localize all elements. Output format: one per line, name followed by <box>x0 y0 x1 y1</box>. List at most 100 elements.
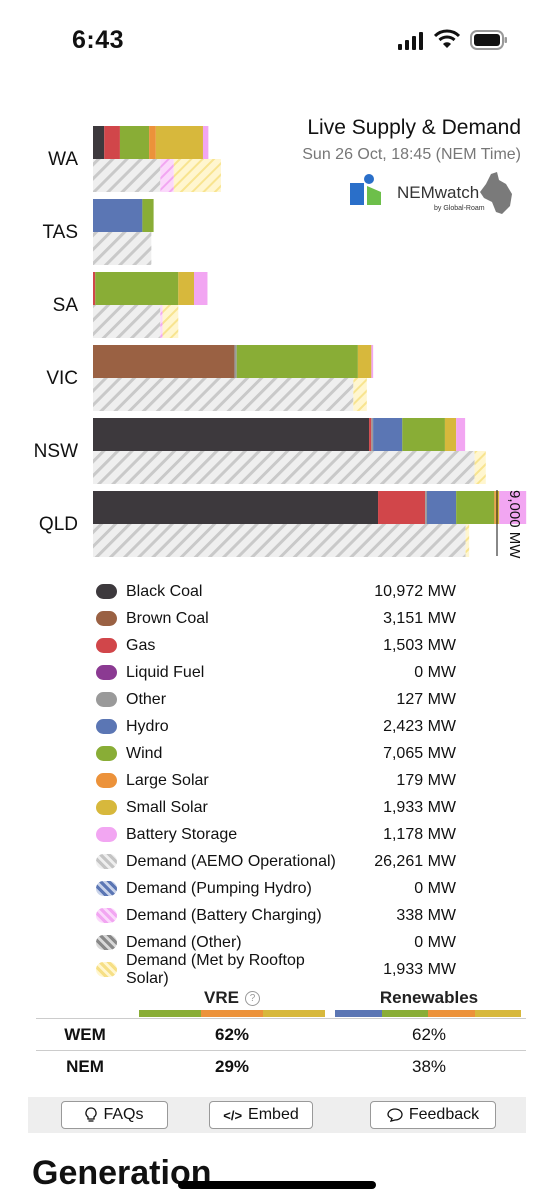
legend-swatch <box>96 584 117 599</box>
bar-wa-black-coal <box>93 126 105 159</box>
nemwatch-logo[interactable]: NEMwatch by Global-Roam <box>350 170 520 220</box>
legend-item-black-coal: Black Coal 10,972 MW <box>96 578 476 605</box>
legend-swatch <box>96 827 117 842</box>
svg-text:by Global-Roam: by Global-Roam <box>434 205 485 212</box>
feedback-button[interactable]: Feedback <box>370 1101 496 1129</box>
legend-item-demand-aemo-operational: Demand (AEMO Operational) 26,261 MW <box>96 848 476 875</box>
help-icon[interactable]: ? <box>244 991 260 1006</box>
summary-row-nem: NEM 29% 38% <box>36 1050 526 1082</box>
legend-item-demand-battery-charging: Demand (Battery Charging) 338 MW <box>96 902 476 929</box>
bar-wa-gas <box>104 126 120 159</box>
bar-tas-demand-aemo-operational <box>93 232 152 265</box>
legend-label: Wind <box>126 744 163 762</box>
legend-item-liquid-fuel: Liquid Fuel 0 MW <box>96 659 476 686</box>
legend-swatch <box>96 854 117 869</box>
legend-swatch <box>96 908 117 923</box>
region-label-qld: QLD <box>39 514 78 535</box>
legend-value: 1,933 MW <box>383 798 456 816</box>
cellular-signal-icon <box>398 32 423 50</box>
bar-nsw-demand-aemo-operational <box>93 451 475 484</box>
legend-value: 1,503 MW <box>383 636 456 654</box>
legend-value: 26,261 MW <box>374 852 456 870</box>
legend-value: 7,065 MW <box>383 744 456 762</box>
summary-row-wem: WEM 62% 62% <box>36 1018 526 1050</box>
bar-qld-gas <box>378 491 426 524</box>
bar-qld-demand-aemo-operational <box>93 524 466 557</box>
bar-wa-battery-storage <box>202 126 209 159</box>
bar-wa-demand-aemo-operational <box>93 159 161 192</box>
legend-label: Other <box>126 690 167 708</box>
faqs-button[interactable]: FAQs <box>61 1101 168 1129</box>
legend-label: Gas <box>126 636 156 654</box>
bar-wa-small-solar <box>155 126 203 159</box>
chat-bubble-icon <box>387 1108 403 1122</box>
status-time: 6:43 <box>72 26 125 54</box>
legend-item-demand-met-by-rooftop-solar: Demand (Met by Rooftop Solar) 1,933 MW <box>96 952 476 987</box>
legend-label: Battery Storage <box>126 825 238 843</box>
legend-value: 0 MW <box>414 933 456 951</box>
vre-color-bar <box>139 1010 325 1017</box>
bar-vic-wind <box>236 345 358 378</box>
legend-label: Demand (Other) <box>126 933 242 951</box>
bar-nsw-battery-storage <box>456 418 466 451</box>
legend-label: Demand (AEMO Operational) <box>126 852 336 870</box>
bar-sa-demand-battery-charging <box>160 305 163 338</box>
bar-qld-hydro <box>426 491 457 524</box>
bar-tas-hydro <box>93 199 143 232</box>
legend-label: Black Coal <box>126 582 203 600</box>
bar-qld-other <box>425 491 427 524</box>
chart-subtitle: Sun 26 Oct, 18:45 (NEM Time) <box>302 146 521 163</box>
battery-icon <box>470 30 507 50</box>
bar-nsw-black-coal <box>93 418 370 451</box>
supply-demand-chart: WA TAS SA VIC NSW QLD 9,000 MW <box>34 126 527 559</box>
bar-sa-demand-aemo-operational <box>93 305 161 338</box>
legend-swatch <box>96 611 117 626</box>
legend-swatch <box>96 962 117 977</box>
bar-wa-large-solar <box>149 126 156 159</box>
bar-vic-demand-aemo-operational <box>93 378 354 411</box>
legend-label: Demand (Met by Rooftop Solar) <box>126 951 305 987</box>
bar-qld-black-coal <box>93 491 379 524</box>
legend-swatch <box>96 935 117 950</box>
legend-value: 3,151 MW <box>383 609 456 627</box>
bar-vic-small-solar <box>357 345 372 378</box>
bar-sa-demand-met-by-rooftop-solar <box>162 305 179 338</box>
legend-item-other: Other 127 MW <box>96 686 476 713</box>
bar-wa-wind <box>119 126 150 159</box>
legend-item-demand-pumping-hydro: Demand (Pumping Hydro) 0 MW <box>96 875 476 902</box>
legend-item-battery-storage: Battery Storage 1,178 MW <box>96 821 476 848</box>
legend-item-hydro: Hydro 2,423 MW <box>96 713 476 740</box>
renewables-header: Renewables <box>379 988 479 1007</box>
legend-item-large-solar: Large Solar 179 MW <box>96 767 476 794</box>
region-label-vic: VIC <box>46 368 78 389</box>
bar-vic-brown-coal <box>93 345 235 378</box>
bar-nsw-wind <box>402 418 445 451</box>
bar-nsw-gas <box>369 418 372 451</box>
legend-value: 1,933 MW <box>383 960 456 978</box>
wifi-icon <box>434 29 460 48</box>
bar-wa-demand-battery-charging <box>160 159 174 192</box>
legend-swatch <box>96 719 117 734</box>
axis-max-label: 9,000 MW <box>506 490 523 559</box>
bar-wa-demand-met-by-rooftop-solar <box>173 159 221 192</box>
bar-sa-battery-storage <box>194 272 208 305</box>
vre-header: VRE <box>204 988 239 1007</box>
legend-swatch <box>96 881 117 896</box>
region-label-wa: WA <box>48 149 78 170</box>
legend-value: 1,178 MW <box>383 825 456 843</box>
action-bar: FAQs </> Embed Feedback <box>28 1097 526 1133</box>
legend-item-gas: Gas 1,503 MW <box>96 632 476 659</box>
renewables-color-bar <box>335 1010 521 1017</box>
bar-sa-small-solar <box>178 272 194 305</box>
legend-value: 10,972 MW <box>374 582 456 600</box>
bar-vic-demand-met-by-rooftop-solar <box>353 378 367 411</box>
legend-value: 0 MW <box>414 663 456 681</box>
legend-label: Brown Coal <box>126 609 209 627</box>
legend-swatch <box>96 800 117 815</box>
legend-label: Hydro <box>126 717 169 735</box>
bar-nsw-hydro <box>373 418 403 451</box>
legend-swatch <box>96 665 117 680</box>
legend-label: Large Solar <box>126 771 209 789</box>
embed-button[interactable]: </> Embed <box>209 1101 313 1129</box>
legend-label: Demand (Battery Charging) <box>126 906 322 924</box>
